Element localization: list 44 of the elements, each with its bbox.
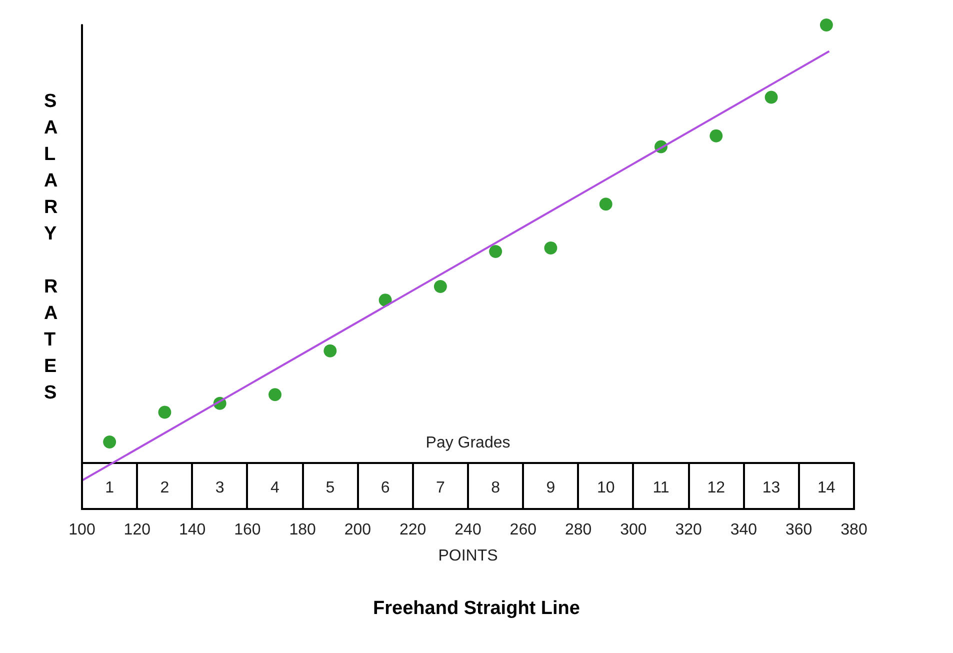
x2-tick-label: 10 xyxy=(596,480,615,496)
x2-tick-label: 14 xyxy=(818,480,836,496)
point xyxy=(544,241,558,254)
point xyxy=(268,388,282,402)
x-tick-label: 320 xyxy=(675,522,702,538)
point xyxy=(103,435,116,448)
x-tick-label: 120 xyxy=(124,522,151,538)
text: SALARY RATES xyxy=(44,90,58,404)
x-tick-label: 220 xyxy=(400,522,426,538)
x2-tick-label: 3 xyxy=(215,480,224,496)
point xyxy=(710,129,723,142)
x-tick-label: 360 xyxy=(786,522,812,538)
point xyxy=(489,244,502,258)
x-tick-label: 180 xyxy=(289,522,316,538)
x-tick-label: 260 xyxy=(510,522,537,538)
point xyxy=(820,18,833,32)
text: Freehand Straight Line xyxy=(373,598,580,619)
x2-tick-label: 13 xyxy=(762,480,780,496)
point xyxy=(599,198,612,211)
x2-tick-label: 8 xyxy=(491,480,500,496)
x-tick-label: 140 xyxy=(178,522,206,538)
x2-tick-label: 1 xyxy=(105,480,114,496)
point xyxy=(434,280,447,293)
x-tick-label: 200 xyxy=(344,522,372,538)
x-tick-label: 340 xyxy=(730,522,758,538)
x-tick-label: 280 xyxy=(564,522,592,538)
x-tick-label: 300 xyxy=(620,522,647,538)
x-tick-label: 380 xyxy=(840,522,868,538)
x2-tick-label: 12 xyxy=(707,480,726,496)
x2-tick-label: 6 xyxy=(380,480,390,496)
x2-tick-label: 4 xyxy=(270,480,280,496)
x-tick-label: 160 xyxy=(234,522,261,538)
point xyxy=(158,406,172,419)
x2-tick-label: 9 xyxy=(546,480,556,496)
x2-axis-title: Pay Grades xyxy=(426,434,510,452)
x-tick-label: 240 xyxy=(454,522,482,538)
x2-tick-label: 11 xyxy=(652,480,670,496)
point xyxy=(764,90,778,104)
x2-tick-label: 2 xyxy=(160,480,170,496)
x2-tick-label: 7 xyxy=(436,480,445,496)
point xyxy=(324,344,337,358)
x2-tick-label: 5 xyxy=(326,480,335,496)
x-axis-title: POINTS xyxy=(438,548,498,564)
x-tick-label: 100 xyxy=(68,522,96,538)
